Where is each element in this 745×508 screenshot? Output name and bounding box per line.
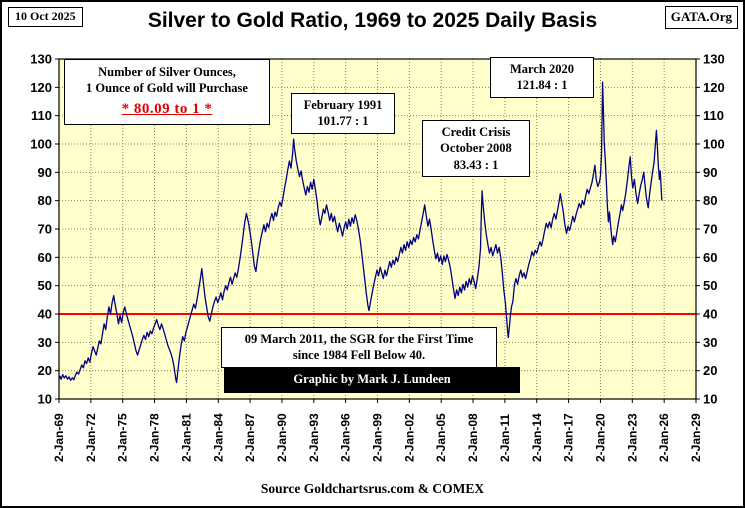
x-axis-label: 2-Jan-20 xyxy=(593,413,607,462)
x-axis-label: 2-Jan-02 xyxy=(402,413,416,462)
y-axis-label-left: 80 xyxy=(38,193,52,208)
x-axis-label: 2-Jan-11 xyxy=(498,414,512,462)
y-axis-label-right: 120 xyxy=(703,80,725,95)
x-axis-label: 2-Jan-14 xyxy=(530,413,544,462)
sgr-note-line1: 09 March 2011, the SGR for the First Tim… xyxy=(244,332,474,346)
y-axis-label-right: 90 xyxy=(703,165,717,180)
credit-label: Graphic by Mark J. Lundeen xyxy=(293,372,451,386)
feb-1991-annotation: February 1991 101.77 : 1 xyxy=(291,93,395,134)
y-axis-label-left: 90 xyxy=(38,165,52,180)
y-axis-label-left: 10 xyxy=(38,392,52,407)
sgr-note-line2: since 1984 Fell Below 40. xyxy=(292,348,426,363)
y-axis-label-right: 20 xyxy=(703,363,717,378)
x-axis-label: 2-Jan-08 xyxy=(466,413,480,462)
mar-2020-line1: March 2020 xyxy=(510,62,574,76)
ratio-line xyxy=(58,81,663,384)
y-axis-label-right: 80 xyxy=(703,193,717,208)
x-axis-label: 2-Jan-72 xyxy=(84,413,98,462)
y-axis-label-left: 30 xyxy=(38,335,52,350)
feb-1991-line1: February 1991 xyxy=(303,98,383,112)
info-box-line2: 1 Ounce of Gold will Purchase xyxy=(86,81,248,96)
y-axis-label-right: 60 xyxy=(703,250,717,265)
current-ratio-value: * 80.09 to 1 * xyxy=(121,100,213,117)
info-box: Number of Silver Ounces, 1 Ounce of Gold… xyxy=(64,59,270,125)
y-axis-label-right: 110 xyxy=(703,108,724,123)
x-axis-label: 2-Jan-87 xyxy=(243,413,257,462)
y-axis-label-right: 10 xyxy=(703,392,717,407)
y-axis-label-left: 50 xyxy=(38,278,52,293)
info-box-line1: Number of Silver Ounces, xyxy=(98,65,236,79)
credit-crisis-line1: Credit Crisis xyxy=(441,125,511,139)
y-axis-label-left: 70 xyxy=(38,222,52,237)
y-axis-label-right: 70 xyxy=(703,222,717,237)
y-axis-label-right: 50 xyxy=(703,278,717,293)
x-axis-label: 2-Jan-93 xyxy=(307,413,321,462)
page-title: Silver to Gold Ratio, 1969 to 2025 Daily… xyxy=(147,9,598,32)
credit-crisis-line3: 83.43 : 1 xyxy=(453,157,499,172)
y-axis-label-left: 120 xyxy=(30,80,52,95)
y-axis-label-left: 20 xyxy=(38,363,52,378)
sgr-note-annotation: 09 March 2011, the SGR for the First Tim… xyxy=(221,327,497,368)
x-axis-label: 2-Jan-81 xyxy=(179,413,193,462)
credit-crisis-annotation: Credit Crisis October 2008 83.43 : 1 xyxy=(422,120,530,177)
x-axis-label: 2-Jan-96 xyxy=(339,413,353,462)
x-axis-label: 2-Jan-17 xyxy=(562,413,576,462)
x-axis-label: 2-Jan-29 xyxy=(689,413,703,462)
x-axis-label: 2-Jan-99 xyxy=(371,413,385,462)
y-axis-label-left: 40 xyxy=(38,307,52,322)
mar-2020-line2: 121.84 : 1 xyxy=(516,78,568,93)
brand-label: GATA.Org xyxy=(670,9,732,24)
x-axis-label: 2-Jan-90 xyxy=(275,413,289,462)
y-axis-label-right: 40 xyxy=(703,307,717,322)
credit-bar: Graphic by Mark J. Lundeen xyxy=(224,367,520,393)
date-label: 10 Oct 2025 xyxy=(15,9,76,23)
y-axis-label-left: 100 xyxy=(30,137,52,152)
x-axis-label: 2-Jan-78 xyxy=(148,413,162,462)
x-axis-label: 2-Jan-69 xyxy=(52,413,66,462)
x-axis-label: 2-Jan-23 xyxy=(625,413,639,462)
x-axis-label: 2-Jan-75 xyxy=(116,413,130,462)
y-axis-label-left: 110 xyxy=(31,108,52,123)
mar-2020-annotation: March 2020 121.84 : 1 xyxy=(490,57,594,98)
brand-box: GATA.Org xyxy=(664,6,738,29)
date-box: 10 Oct 2025 xyxy=(8,7,83,27)
y-axis-label-right: 100 xyxy=(703,137,725,152)
y-axis-label-left: 130 xyxy=(30,52,52,67)
y-axis-label-left: 60 xyxy=(38,250,52,265)
feb-1991-line2: 101.77 : 1 xyxy=(317,114,369,129)
x-axis-label: 2-Jan-05 xyxy=(434,413,448,462)
y-axis-label-right: 130 xyxy=(703,52,725,67)
x-axis-label: 2-Jan-84 xyxy=(211,413,225,462)
x-axis-label: 2-Jan-26 xyxy=(657,413,671,462)
credit-crisis-line2: October 2008 xyxy=(440,141,512,156)
y-axis-label-right: 30 xyxy=(703,335,717,350)
source-text: Source Goldchartsrus.com & COMEX xyxy=(260,481,485,496)
